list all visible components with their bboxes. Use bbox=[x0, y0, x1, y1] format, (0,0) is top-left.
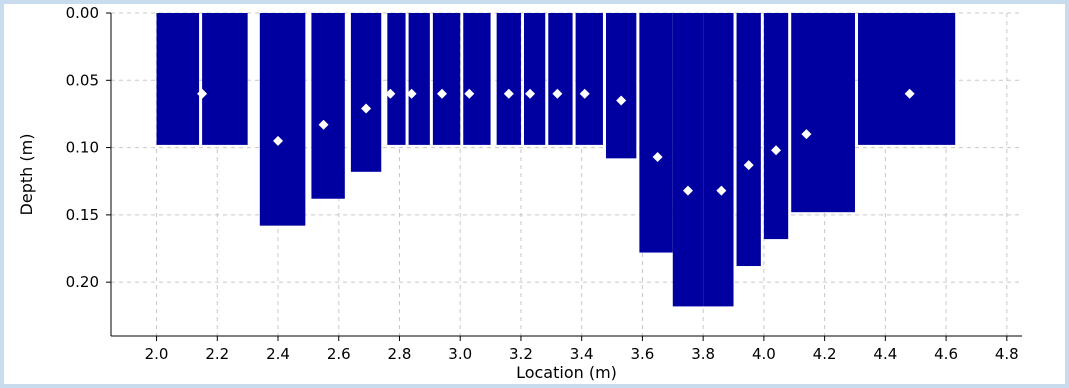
depth-bar bbox=[463, 13, 491, 145]
velocity-point bbox=[616, 95, 627, 106]
y-axis-ticks: 0.00 0.05 0.10 0.15 0.20 bbox=[66, 4, 111, 291]
depth-bar bbox=[408, 13, 430, 145]
y-axis-label: Depth (m) bbox=[17, 134, 36, 216]
depth-bar bbox=[639, 13, 673, 253]
depth-bar bbox=[548, 13, 573, 145]
velocity-point bbox=[464, 88, 475, 99]
depth-bar bbox=[575, 13, 603, 145]
depth-bar bbox=[202, 13, 248, 145]
y-tick-label: 0.20 bbox=[66, 273, 99, 291]
depth-bar bbox=[858, 13, 956, 145]
velocity-point bbox=[197, 88, 208, 99]
depth-bar bbox=[605, 13, 637, 159]
velocity-point bbox=[652, 152, 663, 163]
depth-profile-chart: 2.0 2.2 2.4 2.6 2.8 3.0 3.2 3.4 3.6 3.8 4.0 4.2 4.4 4… bbox=[17, 4, 1022, 382]
x-tick-label: 2.0 bbox=[145, 345, 169, 363]
depth-bar bbox=[350, 13, 382, 172]
velocity-point bbox=[743, 160, 754, 171]
depth-bar bbox=[432, 13, 461, 145]
depth-bar bbox=[672, 13, 704, 307]
y-tick-label: 0.10 bbox=[66, 139, 99, 157]
velocity-point bbox=[385, 88, 396, 99]
x-tick-label: 4.6 bbox=[934, 345, 958, 363]
velocity-point bbox=[525, 88, 536, 99]
velocity-point bbox=[579, 88, 590, 99]
depth-bar bbox=[523, 13, 546, 145]
bar-series bbox=[156, 13, 956, 307]
velocity-point bbox=[318, 119, 329, 130]
depth-bar bbox=[763, 13, 789, 240]
velocity-point bbox=[361, 103, 372, 114]
velocity-point bbox=[436, 88, 447, 99]
velocity-point bbox=[682, 185, 693, 196]
velocity-point bbox=[552, 88, 563, 99]
y-tick-label: 0.00 bbox=[66, 4, 99, 22]
velocity-point bbox=[716, 185, 727, 196]
x-axis-label: Location (m) bbox=[516, 363, 617, 382]
x-tick-label: 3.4 bbox=[570, 345, 594, 363]
velocity-point bbox=[406, 88, 417, 99]
x-tick-label: 4.2 bbox=[813, 345, 837, 363]
x-tick-label: 4.8 bbox=[995, 345, 1019, 363]
velocity-point bbox=[273, 135, 284, 146]
x-axis-ticks: 2.0 2.2 2.4 2.6 2.8 3.0 3.2 3.4 3.6 3.8 4.0 4.2 4.4 4… bbox=[145, 336, 1019, 363]
x-tick-label: 3.6 bbox=[630, 345, 654, 363]
x-tick-label: 3.8 bbox=[691, 345, 715, 363]
depth-bar bbox=[259, 13, 306, 226]
velocity-point bbox=[904, 88, 915, 99]
velocity-point bbox=[771, 145, 782, 156]
x-tick-label: 2.4 bbox=[266, 345, 290, 363]
y-tick-label: 0.15 bbox=[66, 206, 99, 224]
x-tick-label: 2.2 bbox=[205, 345, 229, 363]
velocity-point bbox=[503, 88, 514, 99]
depth-bar bbox=[703, 13, 734, 307]
x-tick-label: 3.0 bbox=[448, 345, 472, 363]
depth-bar bbox=[496, 13, 521, 145]
x-tick-label: 4.4 bbox=[873, 345, 897, 363]
point-series bbox=[197, 88, 915, 196]
velocity-point bbox=[801, 129, 812, 140]
y-tick-label: 0.05 bbox=[66, 71, 99, 89]
chart-frame: 2.0 2.2 2.4 2.6 2.8 3.0 3.2 3.4 3.6 3.8 4.0 4.2 4.4 4… bbox=[4, 4, 1065, 384]
x-tick-label: 2.8 bbox=[388, 345, 412, 363]
depth-bar bbox=[311, 13, 345, 199]
depth-bar bbox=[791, 13, 855, 213]
x-tick-label: 2.6 bbox=[327, 345, 351, 363]
x-tick-label: 4.0 bbox=[752, 345, 776, 363]
depth-bar bbox=[156, 13, 200, 145]
depth-bar bbox=[387, 13, 406, 145]
x-tick-label: 3.2 bbox=[509, 345, 533, 363]
depth-bar bbox=[736, 13, 761, 267]
